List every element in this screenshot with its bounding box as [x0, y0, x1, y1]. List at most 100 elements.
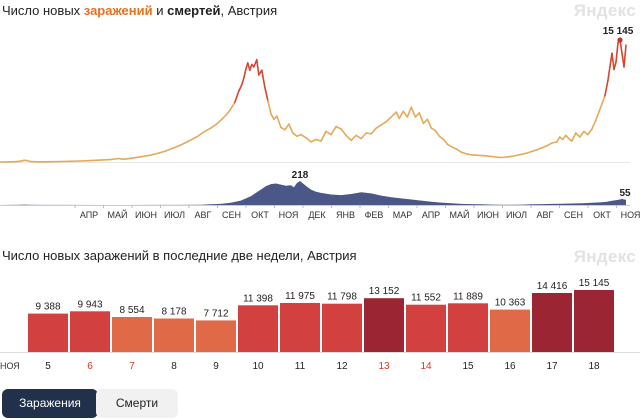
infections-line-segment	[241, 77, 245, 86]
infections-line-segment	[209, 123, 218, 129]
infections-line-segment	[270, 112, 275, 121]
infections-line-segment	[355, 134, 363, 140]
infections-line-segment	[450, 145, 458, 150]
infections-line-segment	[591, 119, 597, 130]
infections-line-segment	[406, 106, 413, 118]
infections-line-segment	[604, 79, 609, 97]
bar	[238, 305, 278, 352]
x-tick-label: ИЮЛ	[506, 210, 527, 220]
bar-category-label: 12	[336, 361, 348, 372]
infections-line-segment	[171, 144, 182, 150]
x-tick-label: ОКТ	[251, 210, 269, 220]
x-tick-label: ИЮН	[135, 210, 157, 220]
infections-line-segment	[550, 141, 558, 144]
infections-line-segment	[623, 44, 627, 68]
infections-line-segment	[398, 110, 405, 120]
x-tick-label: АВГ	[537, 210, 554, 220]
infections-line-segment	[335, 125, 342, 130]
infections-line-segment	[187, 136, 198, 142]
x-tick-label: АПР	[422, 210, 440, 220]
infections-line-segment	[540, 145, 548, 149]
bar-category-label: 8	[171, 361, 177, 372]
x-prefix-label: НОЯ	[0, 361, 20, 371]
infections-line-segment	[385, 116, 393, 123]
infections-line-segment	[29, 160, 39, 163]
bar	[196, 320, 236, 352]
infections-line-segment	[402, 110, 409, 118]
infections-line-segment	[460, 151, 468, 155]
x-tick-label: НОЯ	[621, 210, 640, 220]
title-prefix: Число новых	[2, 3, 84, 18]
deaths-area	[0, 181, 626, 205]
infections-line-segment	[583, 130, 589, 136]
bar-value-label: 8 554	[119, 305, 144, 316]
infections-line-segment	[260, 69, 266, 88]
infections-line-segment	[276, 115, 282, 129]
infections-line-segment	[195, 130, 206, 138]
bar-category-label: 15	[462, 361, 474, 372]
infections-line-segment	[350, 134, 357, 142]
bar-category-label: 17	[546, 361, 558, 372]
infections-line-segment	[255, 58, 260, 76]
bar	[490, 309, 530, 352]
infections-line-segment	[375, 124, 383, 129]
x-tick-label: ОКТ	[593, 210, 611, 220]
infections-line-segment	[570, 132, 577, 142]
bar	[280, 303, 320, 352]
infections-line-segment	[442, 138, 449, 146]
bar-value-label: 11 552	[411, 293, 441, 304]
bar-category-label: 18	[588, 361, 600, 372]
infections-line-segment	[89, 159, 102, 162]
bar-value-label: 11 798	[327, 292, 357, 303]
bar-category-label: 7	[129, 361, 135, 372]
infections-line-segment	[390, 111, 398, 118]
infections-line-segment	[395, 111, 401, 120]
infections-line-segment	[149, 152, 160, 156]
infections-line-segment	[284, 123, 290, 131]
two-week-bar-chart: НОЯ 9 388 5 9 943 6 8 554 7 8 178 8 7 712 9 11 398 1…	[0, 278, 640, 372]
bar-category-label: 10	[252, 361, 264, 372]
bar-value-label: 11 975	[285, 291, 315, 302]
tab-deaths[interactable]: Смерти	[96, 389, 178, 418]
infections-line-segment	[370, 127, 378, 135]
deaths-peak-label: 218	[292, 170, 309, 181]
infections-line-segment	[535, 147, 543, 151]
bar	[448, 303, 488, 352]
infections-line-segment	[422, 118, 429, 125]
infections-line-segment	[587, 128, 593, 136]
infections-line-segment	[607, 66, 611, 82]
infections-line-segment	[490, 155, 498, 158]
infections-line-segment	[292, 132, 298, 137]
bar-value-label: 11 398	[243, 293, 273, 304]
infections-line-segment	[555, 136, 561, 143]
infections-line-segment	[561, 134, 567, 141]
x-tick-label: ЯНВ	[336, 210, 355, 220]
bar-category-label: 13	[378, 361, 390, 372]
infections-line-segment	[340, 128, 347, 137]
infections-line-segment	[139, 154, 152, 158]
bar-value-label: 11 889	[453, 291, 483, 302]
infections-line-segment	[510, 154, 518, 158]
x-tick-label: ДЕК	[308, 210, 326, 220]
x-tick-label: МАЙ	[108, 209, 128, 220]
infections-line-segment	[380, 120, 388, 126]
title-mid: и	[152, 3, 168, 18]
bar	[322, 303, 362, 352]
bar-category-label: 6	[87, 361, 93, 372]
infections-line-segment	[305, 137, 312, 143]
tab-infections[interactable]: Заражения	[2, 389, 98, 418]
x-tick-label: МАР	[393, 210, 413, 220]
infections-line-segment	[418, 112, 425, 125]
bar-value-label: 15 145	[579, 278, 610, 289]
x-tick-label: НОЯ	[279, 210, 299, 220]
x-tick-label: СЕН	[222, 210, 241, 220]
infections-line-segment	[325, 130, 332, 136]
bar-value-label: 9 388	[35, 302, 60, 313]
x-tick-label: ИЮЛ	[164, 210, 185, 220]
infections-line-segment	[99, 158, 112, 161]
infections-line-segment	[238, 83, 243, 92]
infections-line-segment	[414, 112, 421, 118]
infections-line-segment	[545, 142, 553, 147]
infections-line-segment	[243, 68, 247, 79]
bar-category-label: 9	[213, 361, 219, 372]
